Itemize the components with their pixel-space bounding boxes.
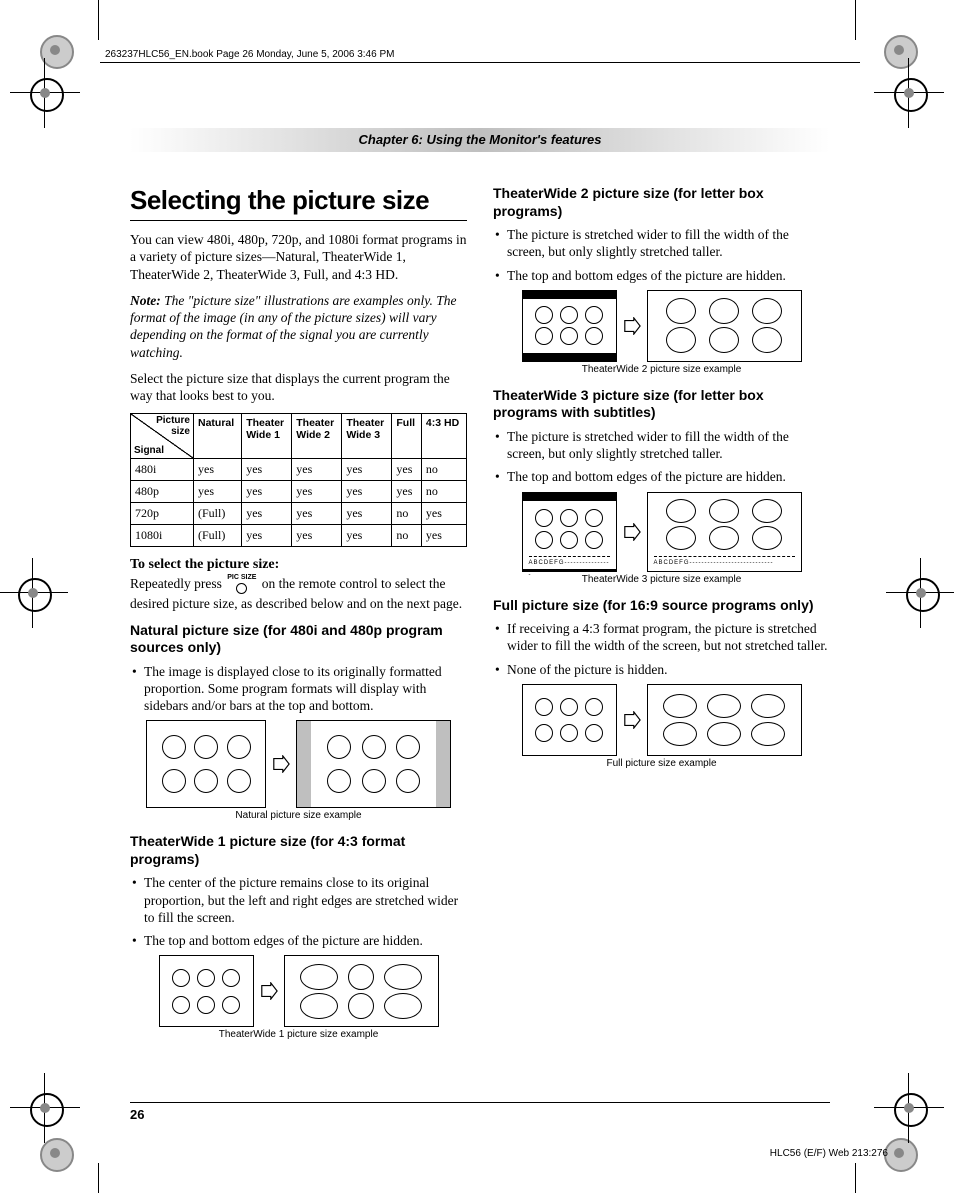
page-number: 26	[130, 1102, 830, 1122]
header-rule	[100, 62, 860, 63]
section-title: Selecting the picture size	[130, 185, 467, 221]
crop-line	[98, 1163, 99, 1193]
table-corner: Picturesize Signal	[131, 414, 194, 459]
crosshair-icon	[8, 568, 58, 618]
arrow-icon	[623, 523, 641, 541]
result-frame: ABCDEFG----------------------------	[647, 492, 802, 572]
list-item: The top and bottom edges of the picture …	[507, 468, 830, 485]
list-item: The center of the picture remains close …	[144, 874, 467, 926]
crosshair-icon	[896, 568, 946, 618]
corner-bottom-label: Signal	[134, 445, 164, 456]
note-label: Note:	[130, 293, 161, 308]
table-row: 720p(Full)yesyesyesnoyes	[131, 503, 467, 525]
tw3-list: The picture is stretched wider to fill t…	[493, 428, 830, 486]
crop-line	[855, 0, 856, 40]
source-frame	[522, 290, 617, 362]
source-frame	[146, 720, 266, 808]
table-row: 480iyesyesyesyesyesno	[131, 459, 467, 481]
select-intro: Select the picture size that displays th…	[130, 370, 467, 405]
crosshair-icon	[20, 1083, 70, 1133]
running-header: 263237HLC56_EN.book Page 26 Monday, June…	[105, 49, 394, 60]
table-row: 480pyesyesyesyesyesno	[131, 481, 467, 503]
crop-line	[98, 0, 99, 40]
tw2-list: The picture is stretched wider to fill t…	[493, 226, 830, 284]
list-item: If receiving a 4:3 format program, the p…	[507, 620, 830, 655]
tw3-illustration: ABCDEFG---------------- ABCDEFG---------…	[493, 492, 830, 572]
natural-caption: Natural picture size example	[130, 810, 467, 821]
list-item: The top and bottom edges of the picture …	[507, 267, 830, 284]
list-item: The image is displayed close to its orig…	[144, 663, 467, 715]
col-head: TheaterWide 1	[242, 414, 292, 459]
picsize-button-icon: PIC SIZE	[227, 574, 256, 594]
tw1-head: TheaterWide 1 picture size (for 4:3 form…	[130, 833, 467, 868]
corner-top-label: Picturesize	[156, 416, 190, 437]
col-head: TheaterWide 3	[342, 414, 392, 459]
natural-illustration	[130, 720, 467, 808]
col-head: 4:3 HD	[421, 414, 466, 459]
tw2-head: TheaterWide 2 picture size (for letter b…	[493, 185, 830, 220]
table-body: 480iyesyesyesyesyesno 480pyesyesyesyesye…	[131, 459, 467, 547]
tw2-illustration	[493, 290, 830, 362]
arrow-icon	[272, 755, 290, 773]
footer-code: HLC56 (E/F) Web 213:276	[770, 1148, 888, 1159]
full-caption: Full picture size example	[493, 758, 830, 769]
crosshair-icon	[20, 68, 70, 118]
result-frame	[284, 955, 439, 1027]
note-text: The "picture size" illustrations are exa…	[130, 293, 456, 360]
crosshair-icon	[884, 68, 934, 118]
list-item: The picture is stretched wider to fill t…	[507, 226, 830, 261]
intro-para: You can view 480i, 480p, 720p, and 1080i…	[130, 231, 467, 283]
manual-page: 263237HLC56_EN.book Page 26 Monday, June…	[0, 0, 954, 1193]
tw1-caption: TheaterWide 1 picture size example	[130, 1029, 467, 1040]
left-column: Selecting the picture size You can view …	[130, 185, 467, 1052]
arrow-icon	[623, 317, 641, 335]
natural-head: Natural picture size (for 480i and 480p …	[130, 622, 467, 657]
table-row: 1080i(Full)yesyesyesnoyes	[131, 525, 467, 547]
full-illustration	[493, 684, 830, 756]
col-head: Natural	[194, 414, 242, 459]
content-columns: Selecting the picture size You can view …	[130, 185, 830, 1052]
to-select-head: To select the picture size:	[130, 557, 467, 573]
tw2-caption: TheaterWide 2 picture size example	[493, 364, 830, 375]
source-frame: ABCDEFG----------------	[522, 492, 617, 572]
result-frame	[647, 290, 802, 362]
subtitle-sample: ABCDEFG----------------	[529, 556, 610, 569]
col-head: Full	[392, 414, 422, 459]
full-head: Full picture size (for 16:9 source progr…	[493, 597, 830, 615]
reg-mark-icon	[30, 1128, 80, 1178]
chapter-band: Chapter 6: Using the Monitor's features	[130, 128, 830, 152]
tw1-illustration	[130, 955, 467, 1027]
list-item: The top and bottom edges of the picture …	[144, 932, 467, 949]
result-frame	[647, 684, 802, 756]
col-head: TheaterWide 2	[292, 414, 342, 459]
subtitle-sample: ABCDEFG----------------------------	[654, 556, 795, 569]
crosshair-icon	[884, 1083, 934, 1133]
arrow-icon	[623, 711, 641, 729]
to-select-para: Repeatedly press PIC SIZE on the remote …	[130, 575, 467, 612]
list-item: None of the picture is hidden.	[507, 661, 830, 678]
tw3-head: TheaterWide 3 picture size (for letter b…	[493, 387, 830, 422]
arrow-icon	[260, 982, 278, 1000]
tw3-caption: TheaterWide 3 picture size example	[493, 574, 830, 585]
source-frame	[522, 684, 617, 756]
crop-line	[855, 1163, 856, 1193]
natural-list: The image is displayed close to its orig…	[130, 663, 467, 715]
right-column: TheaterWide 2 picture size (for letter b…	[493, 185, 830, 1052]
note-para: Note: The "picture size" illustrations a…	[130, 292, 467, 361]
picture-size-table: Picturesize Signal Natural TheaterWide 1…	[130, 413, 467, 547]
result-frame	[296, 720, 451, 808]
source-frame	[159, 955, 254, 1027]
list-item: The picture is stretched wider to fill t…	[507, 428, 830, 463]
tw1-list: The center of the picture remains close …	[130, 874, 467, 949]
full-list: If receiving a 4:3 format program, the p…	[493, 620, 830, 678]
